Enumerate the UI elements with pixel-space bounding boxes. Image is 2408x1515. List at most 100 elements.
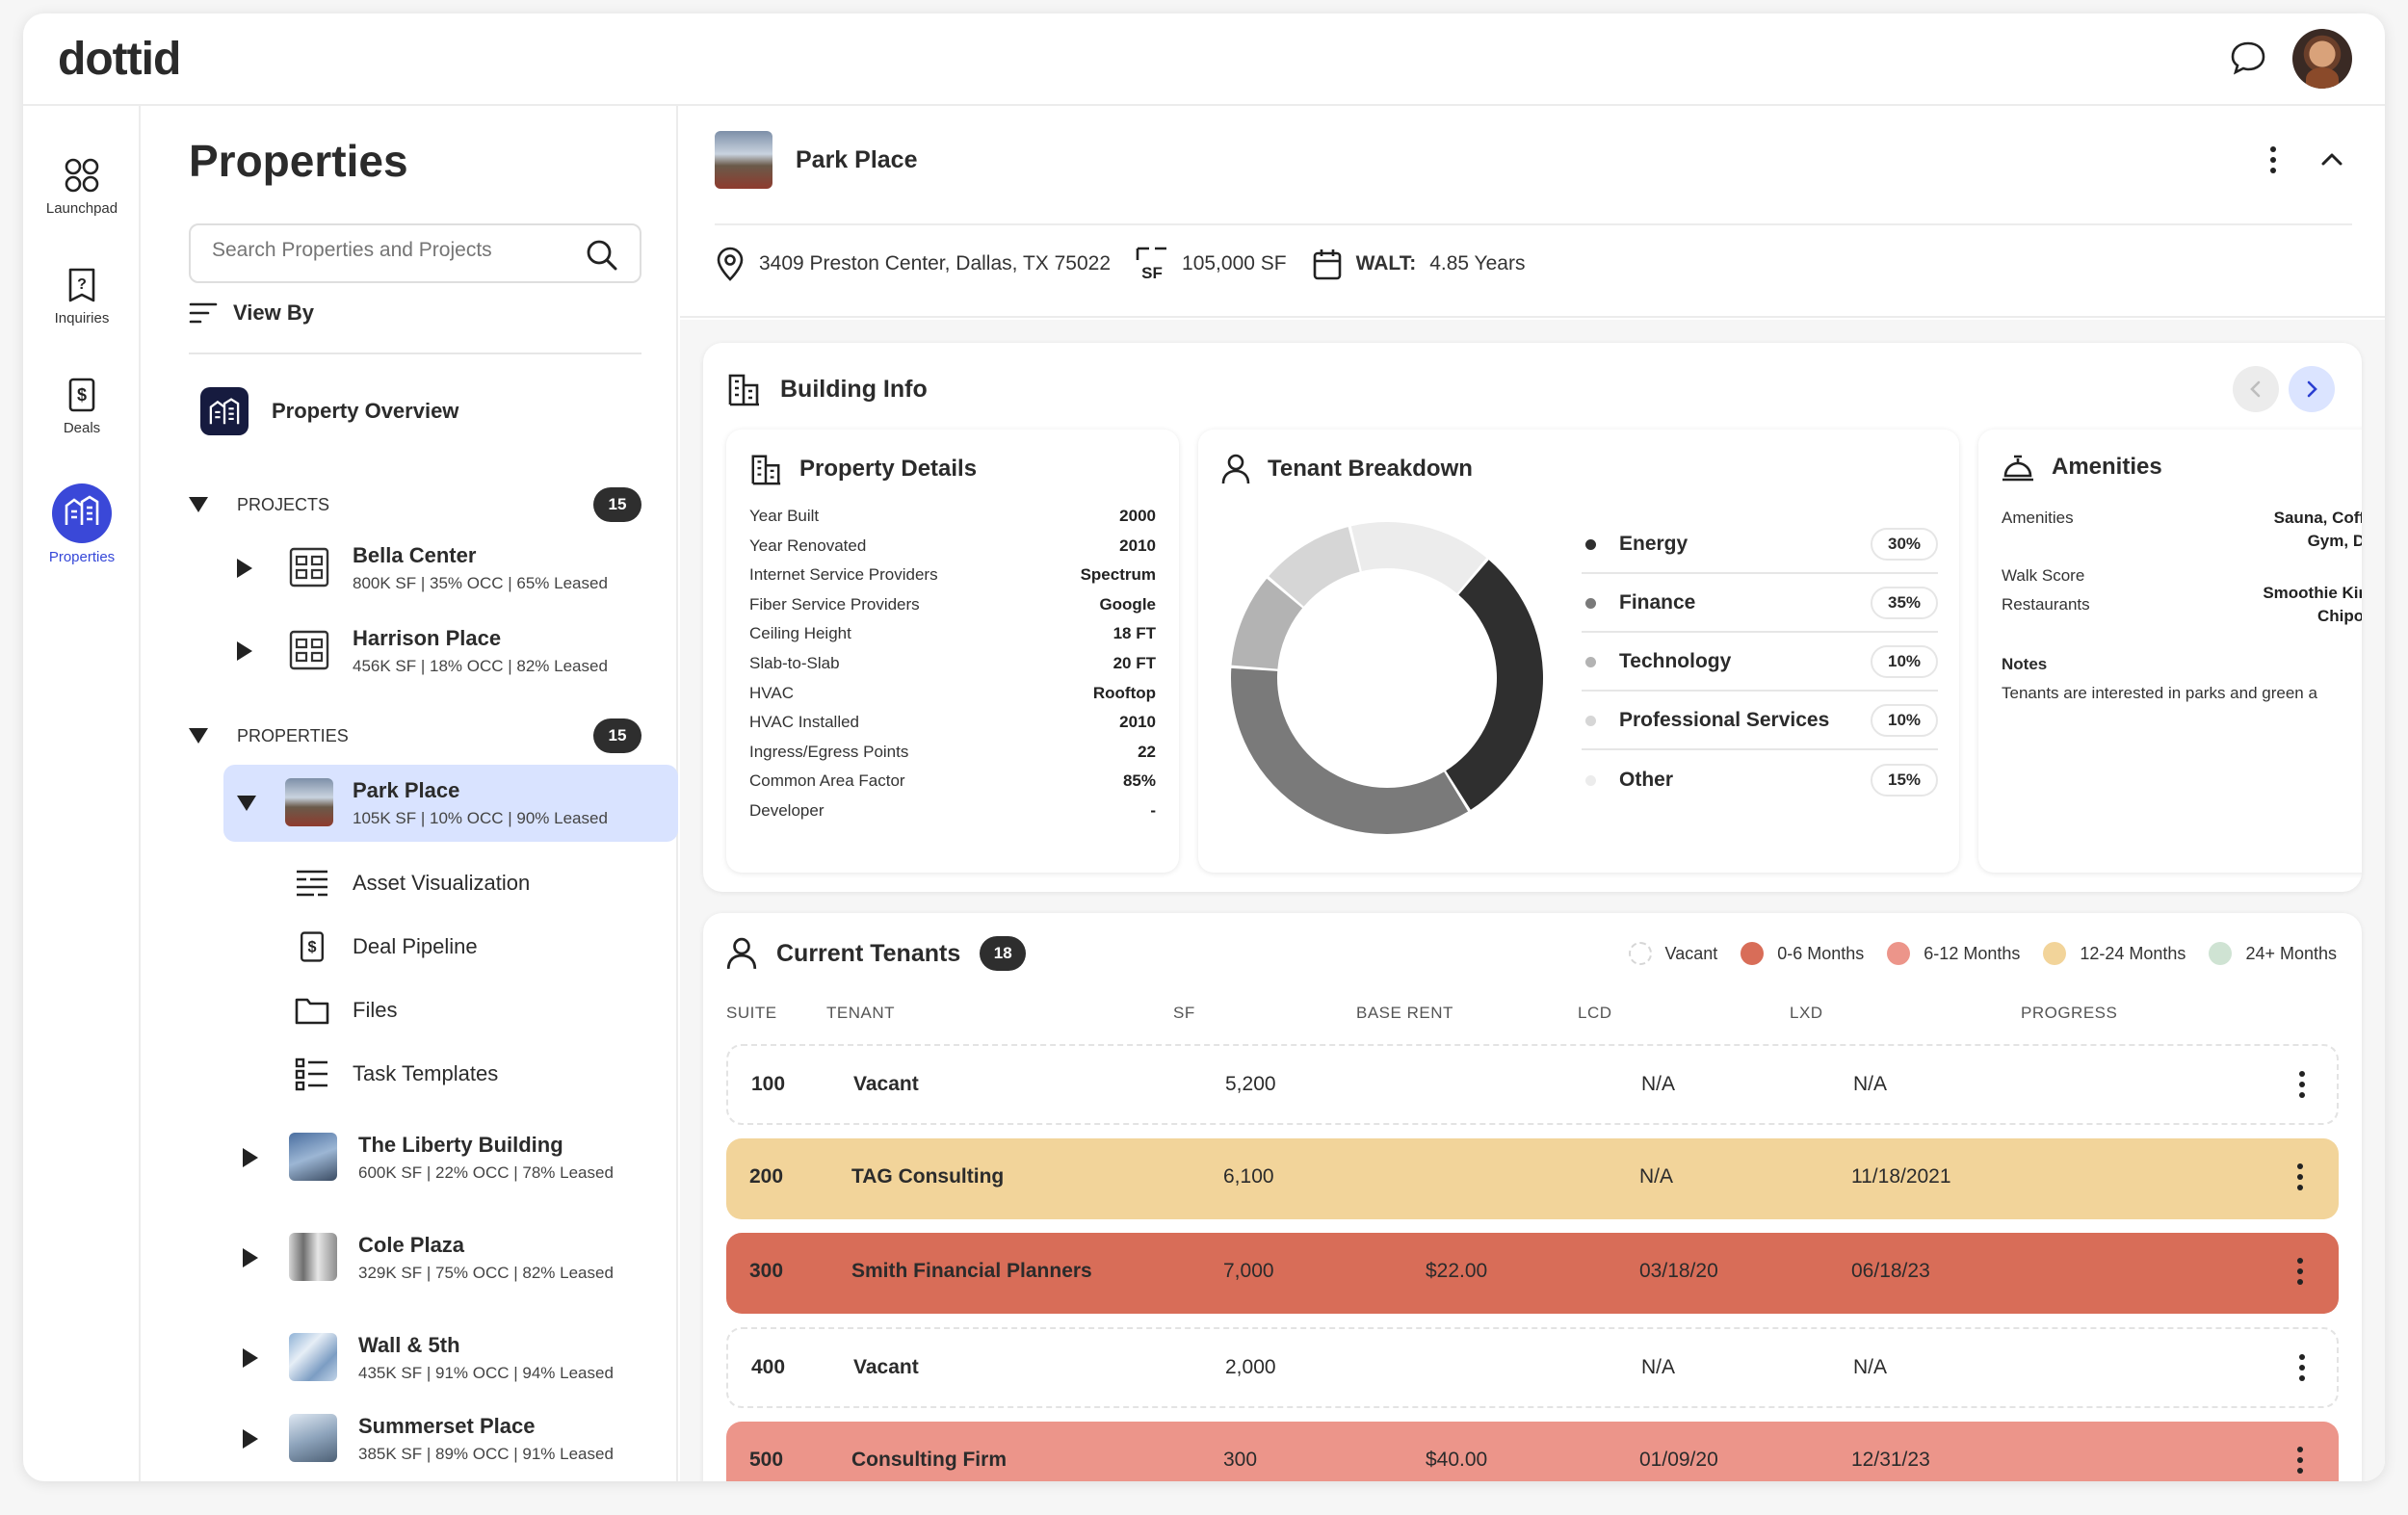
row-more-options-icon[interactable] [2296,1447,2304,1478]
carousel-next-button[interactable] [2289,366,2335,412]
folder-icon [295,998,329,1025]
app-logo[interactable]: dottid [58,34,181,85]
property-meta: 385K SF | 89% OCC | 91% Leased [358,1445,614,1463]
person-icon [1221,454,1250,484]
row-more-options-icon[interactable] [2296,1258,2304,1290]
properties-section-toggle[interactable]: PROPERTIES 15 [189,718,641,753]
tenant-row[interactable]: 400 Vacant 2,000 N/A N/A [726,1327,2339,1408]
search-icon[interactable] [586,239,618,272]
rail-item-deals[interactable]: $ Deals [23,376,141,436]
legend-dot [1585,656,1596,667]
donut-segment[interactable] [1231,667,1469,834]
column-header[interactable]: LCD [1578,1004,1612,1022]
property-photo [289,1414,337,1462]
legend-percent: 10% [1871,704,1938,737]
svg-text:?: ? [77,276,87,293]
property-item[interactable]: Summerset Place 385K SF | 89% OCC | 91% … [189,1400,641,1477]
caret-right-icon[interactable] [243,1348,258,1368]
donut-segment[interactable] [1446,560,1543,810]
caret-right-icon[interactable] [237,559,252,578]
column-header[interactable]: SF [1173,1004,1195,1022]
caret-down-icon [189,728,208,744]
detail-value: 20 FT [1112,654,1156,672]
tenant-donut-chart [1231,522,1543,834]
donut-segment[interactable] [1269,527,1360,607]
layout-lines-icon [297,870,327,897]
legend-dot [1585,715,1596,726]
rail-item-inquiries[interactable]: ? Inquiries [23,266,141,327]
tenant-row[interactable]: 300 Smith Financial Planners 7,000 $22.00 03… [726,1233,2339,1314]
notes-text: Tenants are interested in parks and gree… [2002,684,2317,702]
property-item-selected[interactable]: Park Place 105K SF | 10% OCC | 90% Lease… [223,765,678,842]
legend-swatch [1628,942,1652,965]
buildings-icon [52,483,112,543]
top-bar: dottid [23,13,2385,106]
detail-value: - [1150,801,1156,820]
caret-right-icon[interactable] [243,1429,258,1449]
property-item[interactable]: The Liberty Building 600K SF | 22% OCC |… [189,1119,641,1196]
column-header[interactable]: PROGRESS [2021,1004,2118,1022]
property-name: Cole Plaza [358,1233,465,1257]
rail-item-properties[interactable]: Properties [23,483,141,565]
property-item[interactable]: Cole Plaza 329K SF | 75% OCC | 82% Lease… [189,1219,641,1296]
walt: WALT: 4.85 Years [1312,248,1525,280]
building-plan-icon [289,547,329,588]
projects-section-toggle[interactable]: PROJECTS 15 [189,487,641,522]
sub-item-files[interactable]: Files [295,986,397,1034]
donut-segment[interactable] [1231,578,1303,669]
calendar-icon [1313,249,1341,280]
caret-right-icon[interactable] [243,1248,258,1267]
tenant-sf: 5,200 [1225,1073,1276,1095]
row-more-options-icon[interactable] [2298,1354,2306,1386]
sub-item-asset-visualization[interactable]: Asset Visualization [295,859,530,907]
caret-down-icon[interactable] [237,796,256,811]
sub-item-task-templates[interactable]: Task Templates [295,1050,498,1098]
view-by-control[interactable]: View By [189,300,314,326]
user-avatar[interactable] [2292,29,2352,89]
more-options-icon[interactable] [2269,146,2277,178]
square-footage: SF 105,000 SF [1136,247,1287,281]
project-item[interactable]: Bella Center 800K SF | 35% OCC | 65% Lea… [189,530,641,607]
property-details-header: Property Details [749,453,977,485]
carousel-prev-button[interactable] [2233,366,2279,412]
tenant-sf: 6,100 [1223,1165,1274,1188]
detail-value: Rooftop [1092,683,1156,702]
legend-percent: 35% [1871,587,1938,619]
property-meta-bar: 3409 Preston Center, Dallas, TX 75022 SF… [715,247,1550,281]
building-icon [728,374,759,406]
property-meta: 105K SF | 10% OCC | 90% Leased [353,809,608,827]
detail-key: Fiber Service Providers [749,594,920,614]
property-overview-link[interactable]: Property Overview [200,387,458,435]
column-header[interactable]: LXD [1790,1004,1823,1022]
search-input[interactable] [212,239,578,262]
column-header[interactable]: BASE RENT [1356,1004,1453,1022]
rail-label: Deals [63,420,101,436]
tenant-row[interactable]: 500 Consulting Firm 300 $40.00 01/09/20 12/31… [726,1422,2339,1481]
rail-item-launchpad[interactable]: Launchpad [23,156,141,217]
donut-segment[interactable] [1350,522,1487,594]
row-more-options-icon[interactable] [2296,1163,2304,1195]
caret-right-icon[interactable] [237,641,252,661]
chat-icon[interactable] [2229,39,2267,77]
chevron-up-icon[interactable] [2317,144,2346,173]
property-meta: 329K SF | 75% OCC | 82% Leased [358,1264,614,1282]
property-details-card: Property Details Year Built 2000 Year Reno… [726,430,1179,873]
row-more-options-icon[interactable] [2298,1071,2306,1103]
walt-label: WALT: [1355,252,1417,274]
tenant-row[interactable]: 100 Vacant 5,200 N/A N/A [726,1044,2339,1125]
column-header[interactable]: SUITE [726,1004,777,1022]
property-name: Wall & 5th [358,1333,460,1357]
legend-swatch [2209,942,2233,965]
sub-item-label: Asset Visualization [353,871,531,895]
property-detail-row: Developer - [749,801,1156,821]
lease-legend-item: 24+ Months [2209,942,2337,965]
project-item[interactable]: Harrison Place 456K SF | 18% OCC | 82% L… [189,613,641,690]
search-box[interactable] [189,223,641,283]
tenant-breakdown-legend-item: Technology 10% [1582,634,1938,692]
sub-item-deal-pipeline[interactable]: $ Deal Pipeline [295,923,478,971]
card-title: Building Info [780,375,928,403]
tenant-row[interactable]: 200 TAG Consulting 6,100 N/A 11/18/2021 [726,1138,2339,1219]
column-header[interactable]: TENANT [826,1004,895,1022]
caret-right-icon[interactable] [243,1148,258,1167]
property-item[interactable]: Wall & 5th 435K SF | 91% OCC | 94% Lease… [189,1319,641,1397]
